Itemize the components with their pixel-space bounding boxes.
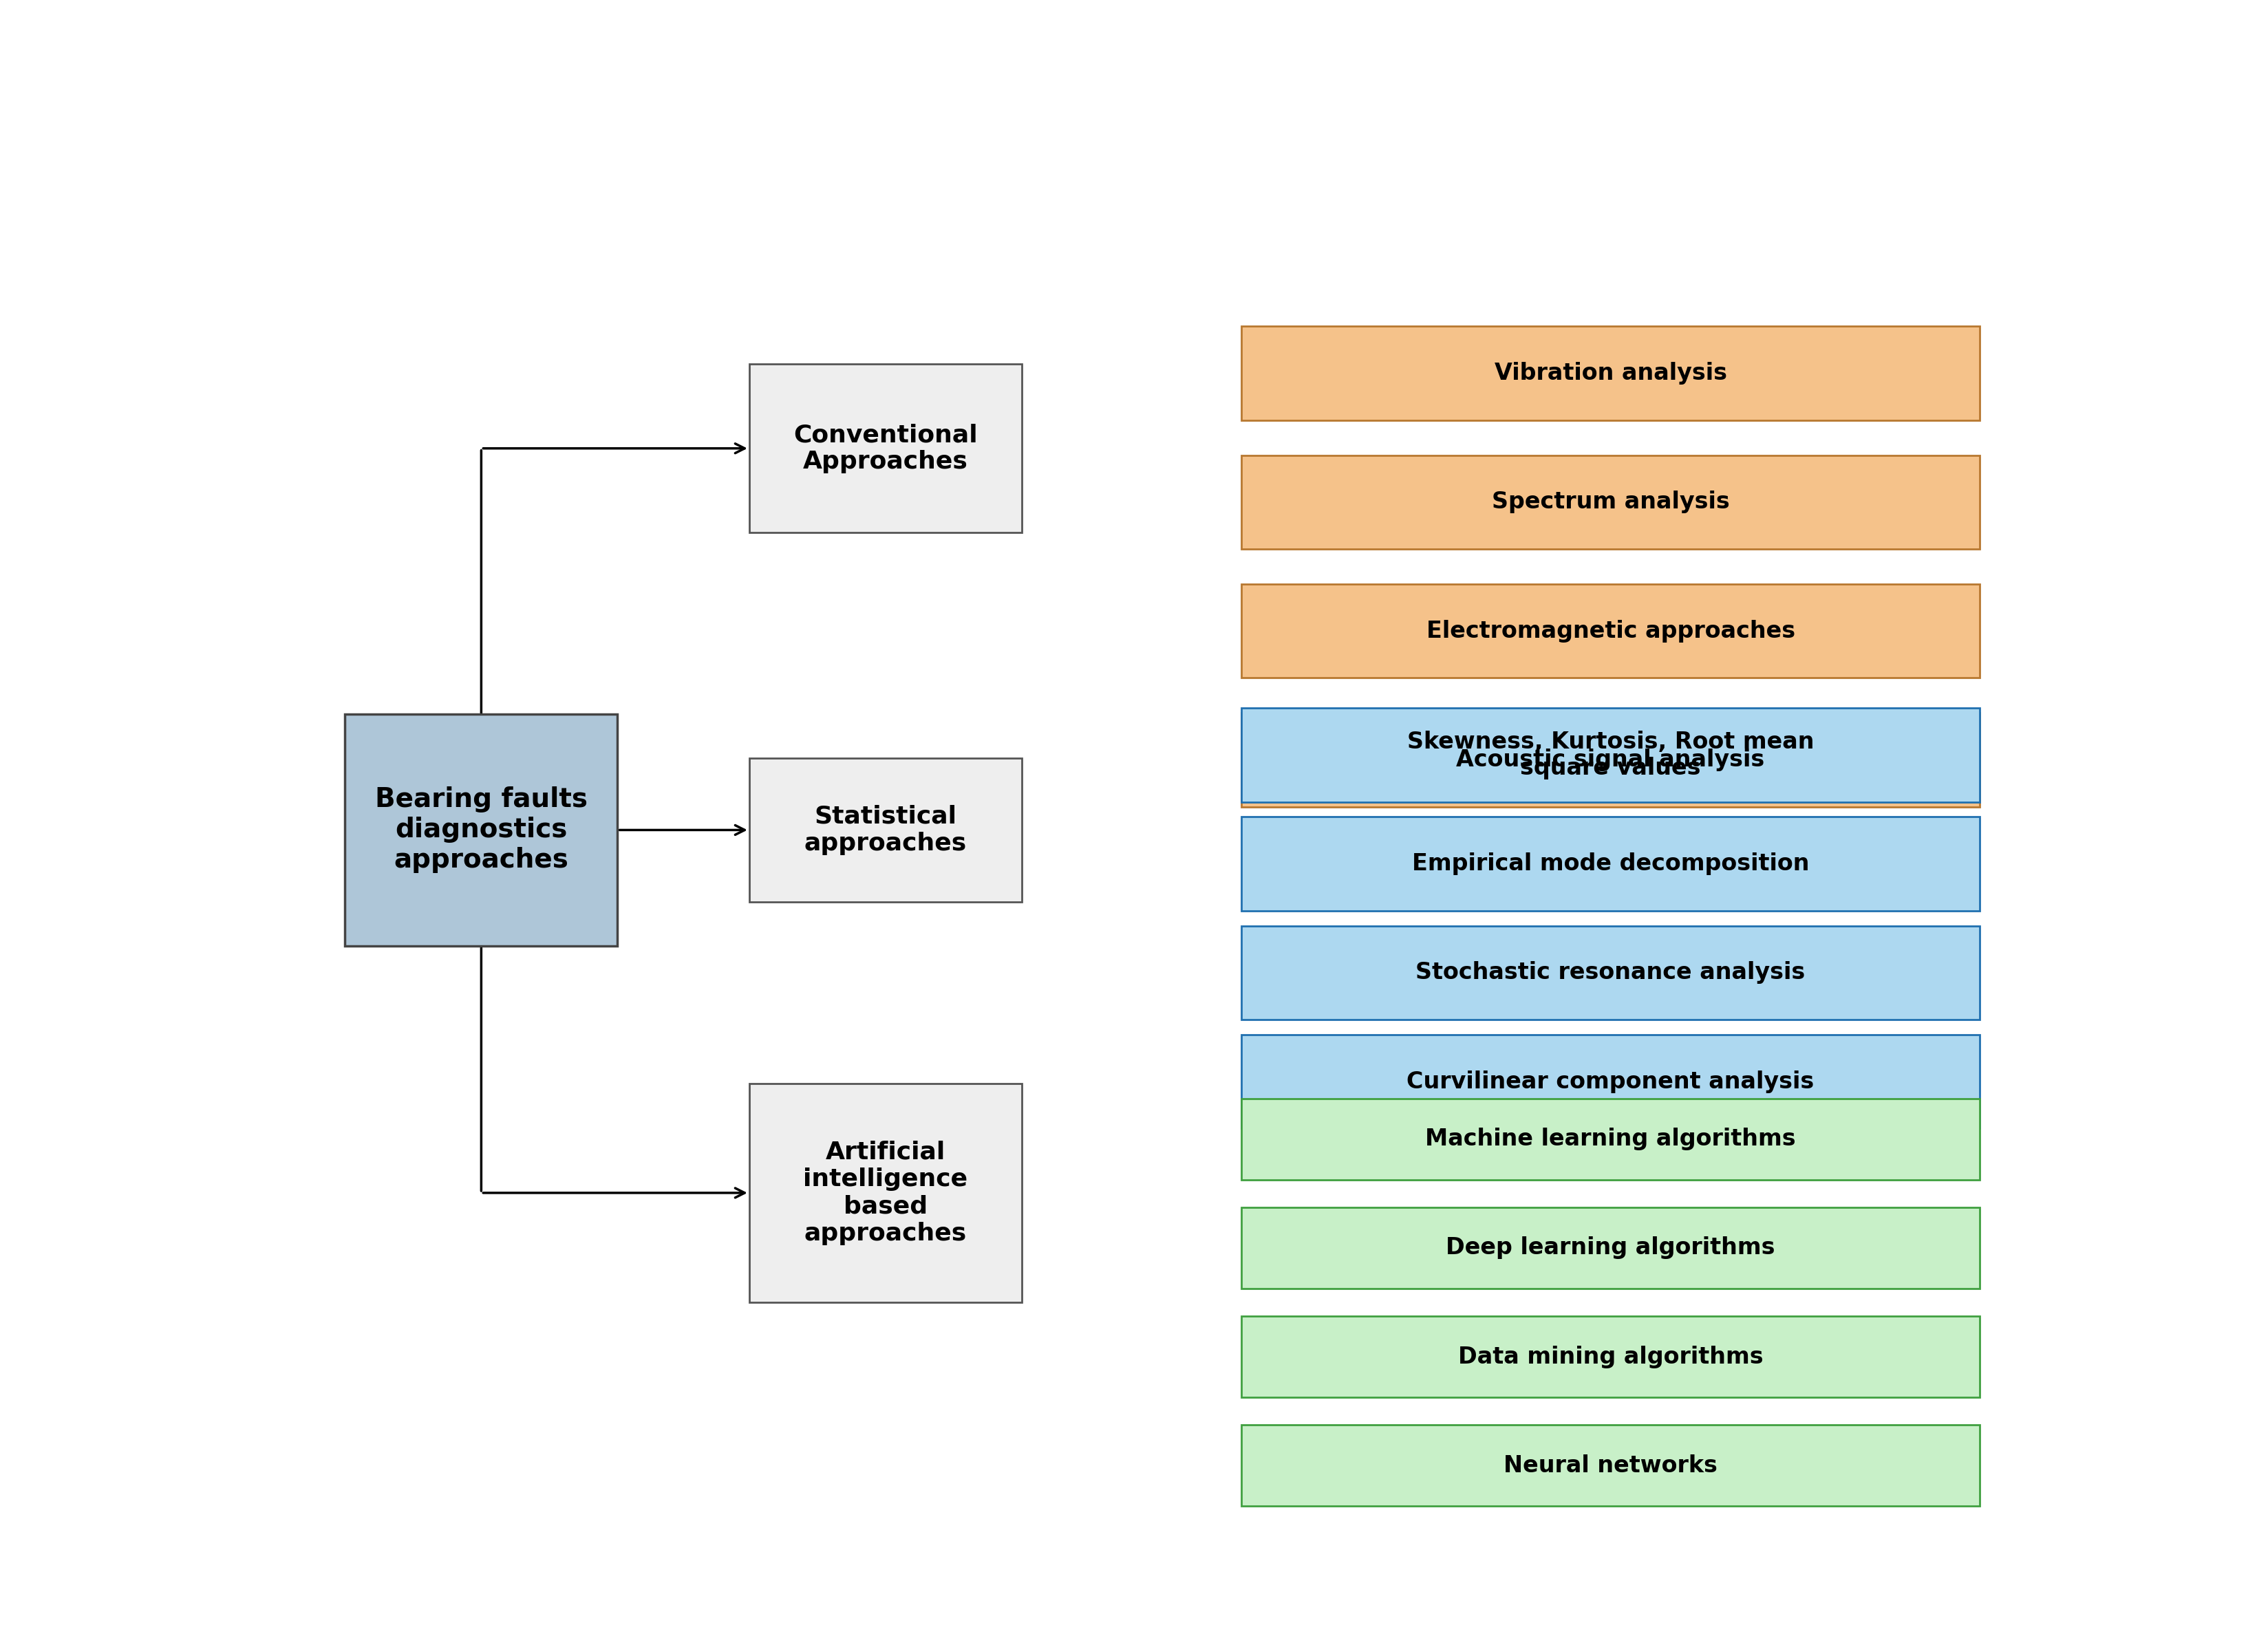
FancyBboxPatch shape [1241, 1099, 1980, 1180]
FancyBboxPatch shape [1241, 709, 1980, 801]
Text: Stochastic resonance analysis: Stochastic resonance analysis [1415, 962, 1805, 985]
Text: Machine learning algorithms: Machine learning algorithms [1424, 1128, 1796, 1150]
Text: Conventional
Approaches: Conventional Approaches [794, 422, 978, 473]
Text: Data mining algorithms: Data mining algorithms [1458, 1346, 1762, 1368]
Text: Electromagnetic approaches: Electromagnetic approaches [1427, 619, 1794, 642]
FancyBboxPatch shape [748, 1084, 1021, 1302]
FancyBboxPatch shape [1241, 327, 1980, 421]
FancyBboxPatch shape [1241, 583, 1980, 678]
Text: Empirical mode decomposition: Empirical mode decomposition [1413, 853, 1810, 876]
Text: Deep learning algorithms: Deep learning algorithms [1447, 1237, 1776, 1259]
FancyBboxPatch shape [1241, 455, 1980, 549]
FancyBboxPatch shape [1241, 817, 1980, 910]
FancyBboxPatch shape [1241, 1425, 1980, 1506]
FancyBboxPatch shape [1241, 1316, 1980, 1398]
Text: Artificial
intelligence
based
approaches: Artificial intelligence based approaches [803, 1141, 968, 1245]
FancyBboxPatch shape [1241, 713, 1980, 808]
FancyBboxPatch shape [1241, 1035, 1980, 1128]
FancyBboxPatch shape [345, 715, 617, 946]
Text: Statistical
approaches: Statistical approaches [805, 804, 966, 855]
FancyBboxPatch shape [1241, 1207, 1980, 1289]
Text: Spectrum analysis: Spectrum analysis [1492, 491, 1730, 514]
Text: Skewness, Kurtosis, Root mean
square values: Skewness, Kurtosis, Root mean square val… [1406, 731, 1814, 780]
Text: Acoustic signal analysis: Acoustic signal analysis [1456, 749, 1765, 772]
Text: Curvilinear component analysis: Curvilinear component analysis [1406, 1071, 1814, 1094]
Text: Neural networks: Neural networks [1504, 1454, 1717, 1477]
FancyBboxPatch shape [1241, 926, 1980, 1019]
Text: Bearing faults
diagnostics
approaches: Bearing faults diagnostics approaches [374, 786, 587, 873]
Text: Vibration analysis: Vibration analysis [1495, 362, 1726, 385]
FancyBboxPatch shape [748, 757, 1021, 902]
FancyBboxPatch shape [748, 364, 1021, 533]
